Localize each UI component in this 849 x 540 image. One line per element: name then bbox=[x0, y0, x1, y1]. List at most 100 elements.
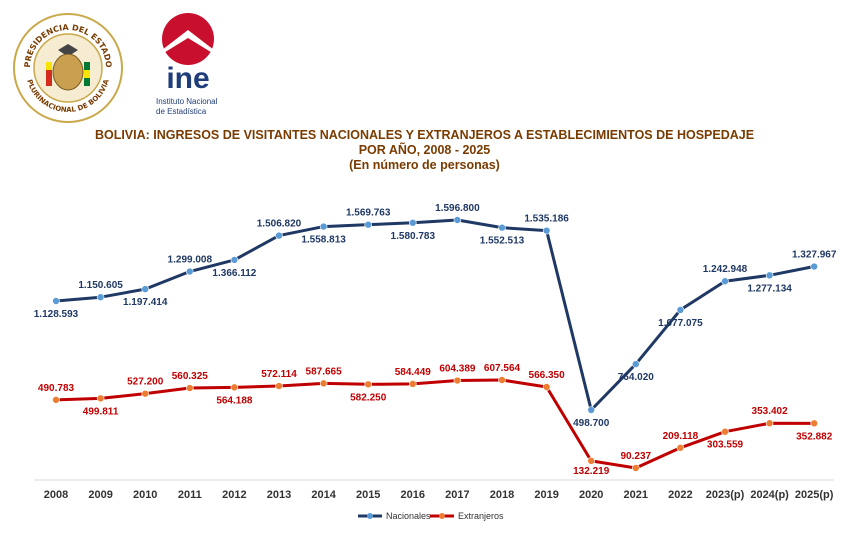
data-label-extranjeros: 353.402 bbox=[752, 406, 789, 417]
presidency-seal-logo: PRESIDENCIA DEL ESTADO PLURINACIONAL DE … bbox=[13, 13, 123, 123]
logo-subtitle-2: de Estadística bbox=[156, 107, 207, 116]
data-point-nacionales bbox=[676, 306, 685, 314]
data-point-nacionales bbox=[141, 285, 149, 293]
x-tick-label: 2024(p) bbox=[750, 489, 789, 501]
data-label-nacionales: 1.535.186 bbox=[524, 214, 569, 225]
data-point-extranjeros bbox=[230, 383, 239, 392]
data-point-nacionales bbox=[230, 256, 239, 264]
data-point-nacionales bbox=[721, 277, 729, 286]
data-point-nacionales bbox=[542, 226, 551, 235]
data-point-nacionales bbox=[498, 223, 506, 232]
data-point-nacionales bbox=[587, 406, 596, 414]
data-point-nacionales bbox=[275, 231, 283, 240]
data-point-extranjeros bbox=[453, 376, 462, 385]
x-tick-label: 2010 bbox=[133, 489, 157, 501]
x-tick-label: 2011 bbox=[178, 489, 202, 501]
data-label-nacionales: 1.197.414 bbox=[123, 297, 168, 308]
x-tick-label: 2021 bbox=[624, 489, 648, 501]
data-point-extranjeros bbox=[364, 380, 373, 389]
data-point-extranjeros bbox=[676, 443, 685, 452]
legend-marker-nacionales bbox=[367, 513, 373, 519]
legend-label-extranjeros: Extranjeros bbox=[458, 511, 504, 521]
data-label-extranjeros: 587.665 bbox=[306, 366, 343, 377]
data-point-nacionales bbox=[186, 267, 194, 276]
data-label-nacionales: 1.128.593 bbox=[34, 309, 79, 320]
data-label-extranjeros: 132.219 bbox=[573, 466, 610, 477]
x-tick-label: 2009 bbox=[88, 489, 112, 501]
data-label-nacionales: 764.020 bbox=[618, 372, 655, 383]
legend-label-nacionales: Nacionales bbox=[386, 511, 431, 521]
data-point-extranjeros bbox=[721, 427, 729, 436]
data-label-nacionales: 1.242.948 bbox=[703, 264, 748, 275]
data-label-extranjeros: 352.882 bbox=[796, 431, 833, 442]
data-label-nacionales: 1.077.075 bbox=[658, 318, 703, 329]
data-label-extranjeros: 604.389 bbox=[439, 364, 476, 375]
data-point-nacionales bbox=[631, 360, 640, 368]
data-label-nacionales: 1.596.800 bbox=[435, 203, 480, 214]
data-label-extranjeros: 564.188 bbox=[216, 395, 253, 406]
data-point-nacionales bbox=[52, 297, 60, 305]
x-tick-label: 2016 bbox=[401, 489, 425, 501]
data-point-extranjeros bbox=[141, 389, 149, 398]
chart-title-block: BOLIVIA: INGRESOS DE VISITANTES NACIONAL… bbox=[0, 128, 849, 173]
data-point-nacionales bbox=[408, 218, 417, 227]
data-point-nacionales bbox=[810, 262, 819, 271]
data-label-extranjeros: 90.237 bbox=[621, 451, 652, 462]
data-label-nacionales: 1.366.112 bbox=[212, 268, 256, 279]
x-tick-label: 2014 bbox=[311, 489, 336, 501]
data-label-nacionales: 1.277.134 bbox=[747, 283, 792, 294]
chart-title: BOLIVIA: INGRESOS DE VISITANTES NACIONAL… bbox=[94, 128, 755, 142]
data-label-extranjeros: 572.114 bbox=[261, 369, 297, 380]
data-point-nacionales bbox=[453, 216, 462, 224]
x-tick-label: 2022 bbox=[668, 489, 692, 501]
x-tick-label: 2025(p) bbox=[795, 489, 834, 501]
data-point-nacionales bbox=[364, 220, 373, 229]
line-chart: 2008 2009 2010 2011 2012 2013 2014 2015 2016 2017… bbox=[34, 203, 837, 521]
x-tick-label: 2012 bbox=[222, 489, 246, 501]
data-label-nacionales: 1.150.605 bbox=[78, 280, 123, 291]
data-point-nacionales bbox=[319, 222, 328, 231]
logo-subtitle-1: Instituto Nacional bbox=[156, 97, 218, 106]
x-tick-label: 2018 bbox=[490, 489, 514, 501]
ine-logo: ine Instituto Nacional de Estadística bbox=[156, 13, 218, 116]
x-tick-label: 2015 bbox=[356, 489, 380, 501]
data-label-nacionales: 1.552.513 bbox=[480, 236, 525, 247]
data-label-extranjeros: 566.350 bbox=[529, 370, 566, 381]
data-label-nacionales: 1.327.967 bbox=[792, 250, 837, 261]
data-label-nacionales: 1.580.783 bbox=[391, 231, 436, 242]
x-tick-label: 2019 bbox=[534, 489, 558, 501]
data-point-extranjeros bbox=[408, 380, 417, 388]
data-point-extranjeros bbox=[96, 394, 105, 403]
data-point-extranjeros bbox=[631, 464, 640, 472]
data-point-nacionales bbox=[96, 293, 105, 302]
data-label-extranjeros: 584.449 bbox=[395, 367, 432, 378]
data-point-extranjeros bbox=[319, 379, 328, 388]
data-label-extranjeros: 582.250 bbox=[350, 392, 387, 403]
x-tick-label: 2020 bbox=[579, 489, 603, 501]
data-label-extranjeros: 490.783 bbox=[38, 383, 75, 394]
x-tick-label: 2008 bbox=[44, 489, 68, 501]
x-tick-label: 2023(p) bbox=[706, 489, 745, 501]
logo-ine-text: ine bbox=[166, 62, 209, 95]
legend-marker-extranjeros bbox=[439, 513, 445, 519]
data-label-extranjeros: 499.811 bbox=[83, 406, 119, 417]
data-point-extranjeros bbox=[765, 419, 774, 428]
data-label-extranjeros: 209.118 bbox=[663, 431, 699, 442]
data-label-nacionales: 1.506.820 bbox=[257, 219, 302, 230]
data-label-extranjeros: 607.564 bbox=[484, 363, 521, 374]
data-point-extranjeros bbox=[587, 457, 596, 465]
data-point-extranjeros bbox=[52, 396, 60, 404]
data-label-extranjeros: 560.325 bbox=[172, 371, 209, 382]
data-label-extranjeros: 303.559 bbox=[707, 440, 744, 451]
x-tick-label: 2013 bbox=[267, 489, 291, 501]
data-point-extranjeros bbox=[275, 382, 283, 390]
chart-subtitle: POR AÑO, 2008 - 2025 bbox=[358, 143, 491, 157]
data-label-nacionales: 498.700 bbox=[573, 418, 610, 429]
data-label-nacionales: 1.299.008 bbox=[168, 255, 213, 266]
chart-units: (En número de personas) bbox=[349, 158, 500, 172]
data-point-extranjeros bbox=[186, 384, 194, 392]
data-label-nacionales: 1.558.813 bbox=[301, 235, 346, 246]
data-label-nacionales: 1.569.763 bbox=[346, 208, 391, 219]
series-line-nacionales bbox=[55, 218, 815, 412]
series-line-extranjeros bbox=[55, 378, 815, 470]
